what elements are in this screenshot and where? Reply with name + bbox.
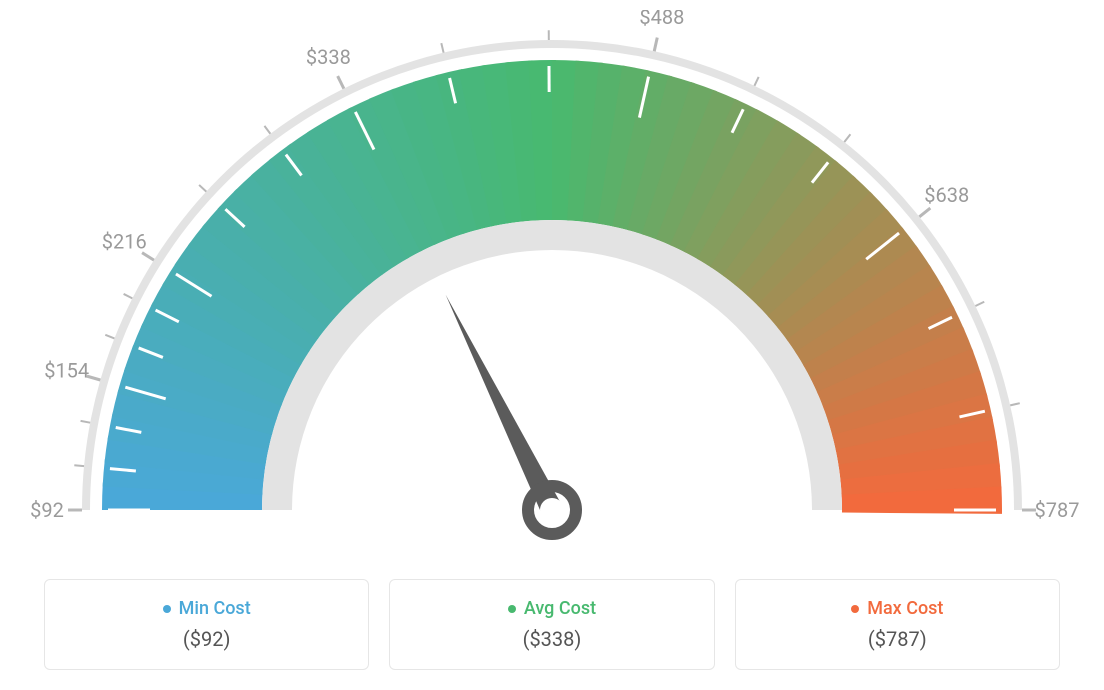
svg-text:$787: $787: [1035, 498, 1080, 522]
svg-text:$154: $154: [44, 358, 89, 382]
legend-avg-label: Avg Cost: [508, 598, 596, 619]
svg-text:$92: $92: [30, 498, 64, 522]
legend-min-label: Min Cost: [163, 598, 251, 619]
legend-row: Min Cost ($92) Avg Cost ($338) Max Cost …: [0, 579, 1104, 671]
legend-avg-box: Avg Cost ($338): [389, 579, 714, 671]
legend-avg-value: ($338): [400, 627, 703, 651]
svg-text:$488: $488: [639, 10, 684, 29]
svg-text:$338: $338: [306, 45, 351, 69]
legend-max-box: Max Cost ($787): [735, 579, 1060, 671]
svg-text:$216: $216: [102, 230, 147, 254]
cost-gauge-chart: $92 $154 $216 $338 $488 $638 $787: [0, 10, 1104, 570]
legend-max-value: ($787): [746, 627, 1049, 651]
legend-min-value: ($92): [55, 627, 358, 651]
legend-max-label: Max Cost: [851, 598, 943, 619]
legend-min-box: Min Cost ($92): [44, 579, 369, 671]
gauge-svg: $92 $154 $216 $338 $488 $638 $787: [0, 10, 1104, 570]
svg-text:$638: $638: [924, 183, 969, 207]
